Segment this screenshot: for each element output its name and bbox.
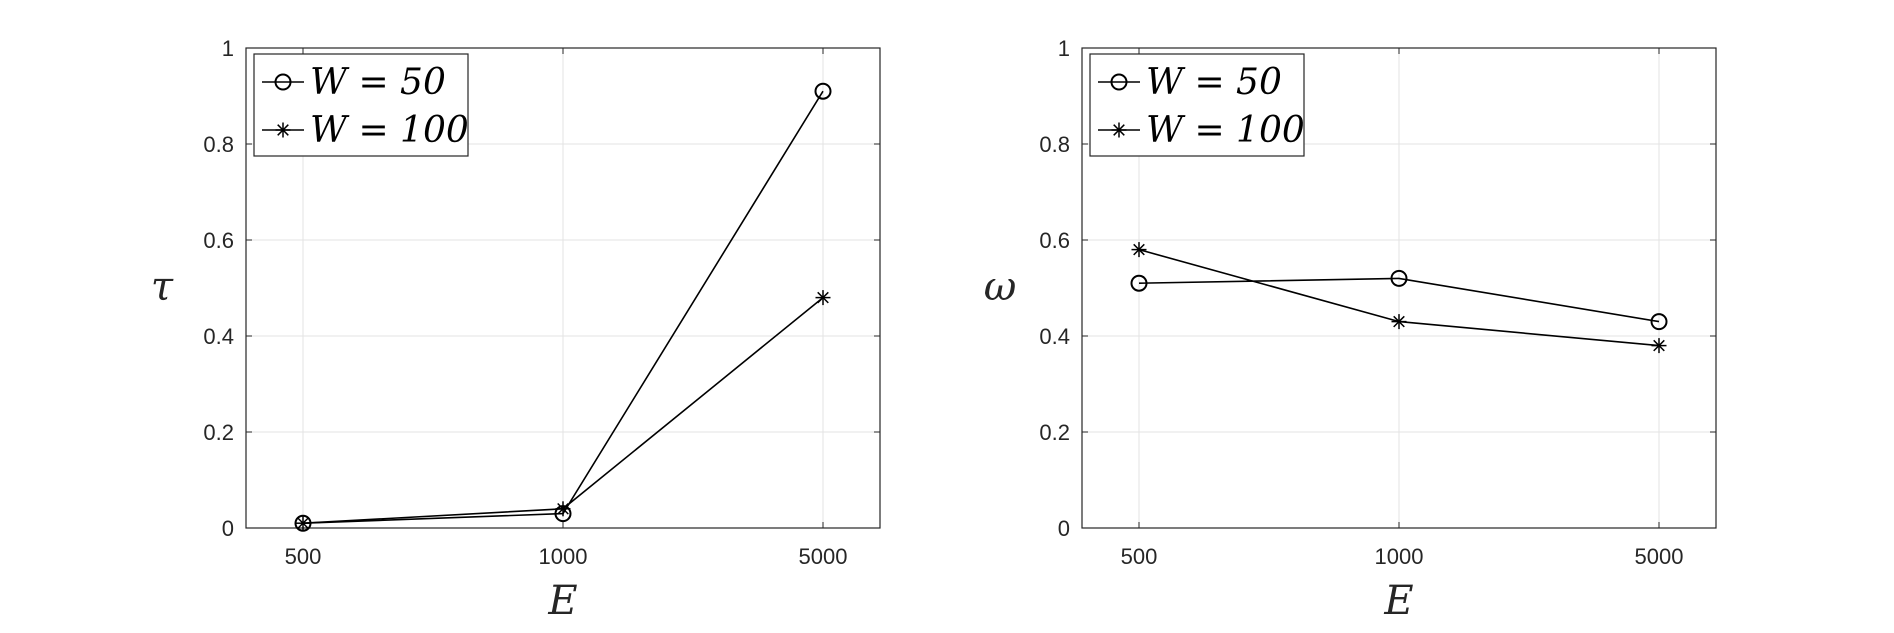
series-w50 [1130, 269, 1668, 331]
asterisk-stroke [817, 291, 829, 304]
legend-marker [275, 122, 291, 138]
data-point [1391, 314, 1407, 330]
data-point [1651, 338, 1667, 354]
x-tick-label: 5000 [1635, 544, 1684, 569]
y-axis-label: τ [151, 264, 174, 310]
data-point [555, 501, 571, 517]
axes-box [1081, 47, 1717, 529]
x-tick-label: 5000 [799, 544, 848, 569]
y-tick-label: 0.8 [203, 132, 234, 157]
legend-label: W = 50 [310, 62, 446, 103]
x-axis-label: E [547, 578, 577, 624]
y-tick-label: 0.2 [1039, 420, 1070, 445]
y-axis-label: ω [984, 264, 1017, 310]
data-point [1131, 242, 1147, 258]
series-w100 [295, 290, 831, 531]
chart-panel-omega: 0 0.2 0.4 0.6 0.8 1 500 1000 5000 Eω W = 50 W = 100 [984, 36, 1717, 624]
legend-label: W = 50 [1146, 62, 1282, 103]
y-tick-label: 0 [222, 516, 234, 541]
data-point [1390, 269, 1408, 287]
y-tick-label: 0 [1058, 516, 1070, 541]
y-tick-label: 1 [222, 36, 234, 61]
x-tick-label: 500 [285, 544, 322, 569]
asterisk-stroke [297, 517, 309, 530]
legend-entry: W = 50 [1098, 62, 1282, 103]
y-tick-label: 1 [1058, 36, 1070, 61]
asterisk-stroke [1393, 315, 1405, 328]
data-point [295, 515, 311, 531]
asterisk-stroke [557, 502, 569, 515]
x-axis-label: E [1383, 578, 1413, 624]
x-tick-label: 1000 [539, 544, 588, 569]
series-line [1138, 277, 1660, 323]
y-tick-label: 0.6 [203, 228, 234, 253]
legend-entry: W = 100 [262, 110, 469, 151]
y-tick-label: 0.8 [1039, 132, 1070, 157]
y-tick-label: 0.2 [203, 420, 234, 445]
y-tick-label: 0.6 [1039, 228, 1070, 253]
legend-entry: W = 50 [262, 62, 446, 103]
asterisk-stroke [1653, 339, 1665, 352]
asterisk-stroke [277, 124, 289, 136]
legend-label: W = 100 [310, 110, 469, 151]
x-tick-label: 500 [1121, 544, 1158, 569]
asterisk-stroke [1133, 243, 1145, 256]
legend-marker [1110, 73, 1128, 91]
legend-marker [1111, 122, 1127, 138]
legend-box [1089, 53, 1305, 157]
legend: W = 50 W = 100 [253, 53, 469, 157]
axes-box [245, 47, 881, 529]
data-point [1650, 313, 1668, 331]
legend-entry: W = 100 [1098, 110, 1305, 151]
legend-label: W = 100 [1146, 110, 1305, 151]
legend-marker [274, 73, 292, 91]
asterisk-stroke [1113, 124, 1125, 136]
y-tick-label: 0.4 [203, 324, 234, 349]
x-tick-label: 1000 [1375, 544, 1424, 569]
y-tick-label: 0.4 [1039, 324, 1070, 349]
chart-panel-tau: 0 0.2 0.4 0.6 0.8 1 500 1000 5000 Eτ W = 50 W = 100 [151, 36, 881, 624]
data-point [815, 290, 831, 306]
data-point [1130, 274, 1148, 292]
data-point [814, 82, 832, 100]
legend-box [253, 53, 469, 157]
legend: W = 50 W = 100 [1089, 53, 1305, 157]
series-w100 [1131, 242, 1667, 354]
